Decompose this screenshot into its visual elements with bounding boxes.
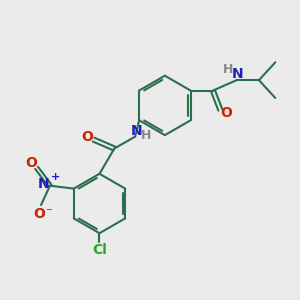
Text: O: O — [220, 106, 232, 120]
Text: O: O — [82, 130, 94, 144]
Text: N: N — [131, 124, 142, 138]
Text: N: N — [232, 67, 243, 81]
Text: O: O — [34, 207, 46, 221]
Text: O: O — [25, 156, 37, 170]
Text: Cl: Cl — [92, 243, 107, 256]
Text: H: H — [141, 129, 152, 142]
Text: H: H — [223, 63, 233, 76]
Text: N: N — [38, 177, 49, 191]
Text: +: + — [51, 172, 60, 182]
Text: ⁻: ⁻ — [45, 206, 52, 219]
